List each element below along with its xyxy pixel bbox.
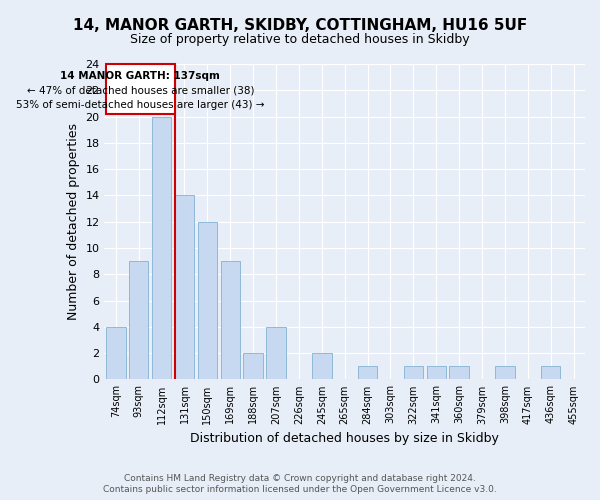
- X-axis label: Distribution of detached houses by size in Skidby: Distribution of detached houses by size …: [190, 432, 499, 445]
- Bar: [175, 196, 194, 380]
- Bar: [541, 366, 560, 380]
- Bar: [312, 353, 332, 380]
- Bar: [106, 327, 125, 380]
- Bar: [106, 64, 175, 114]
- Bar: [427, 366, 446, 380]
- Bar: [358, 366, 377, 380]
- Bar: [129, 261, 148, 380]
- Text: Size of property relative to detached houses in Skidby: Size of property relative to detached ho…: [130, 32, 470, 46]
- Bar: [266, 327, 286, 380]
- Bar: [221, 261, 240, 380]
- Text: 14, MANOR GARTH, SKIDBY, COTTINGHAM, HU16 5UF: 14, MANOR GARTH, SKIDBY, COTTINGHAM, HU1…: [73, 18, 527, 32]
- Bar: [449, 366, 469, 380]
- Y-axis label: Number of detached properties: Number of detached properties: [67, 123, 80, 320]
- Bar: [152, 116, 172, 380]
- Bar: [197, 222, 217, 380]
- Text: 53% of semi-detached houses are larger (43) →: 53% of semi-detached houses are larger (…: [16, 100, 265, 110]
- Text: 14 MANOR GARTH: 137sqm: 14 MANOR GARTH: 137sqm: [61, 71, 220, 81]
- Bar: [244, 353, 263, 380]
- Bar: [404, 366, 423, 380]
- Text: ← 47% of detached houses are smaller (38): ← 47% of detached houses are smaller (38…: [26, 86, 254, 96]
- Text: Contains HM Land Registry data © Crown copyright and database right 2024.
Contai: Contains HM Land Registry data © Crown c…: [103, 474, 497, 494]
- Bar: [495, 366, 515, 380]
